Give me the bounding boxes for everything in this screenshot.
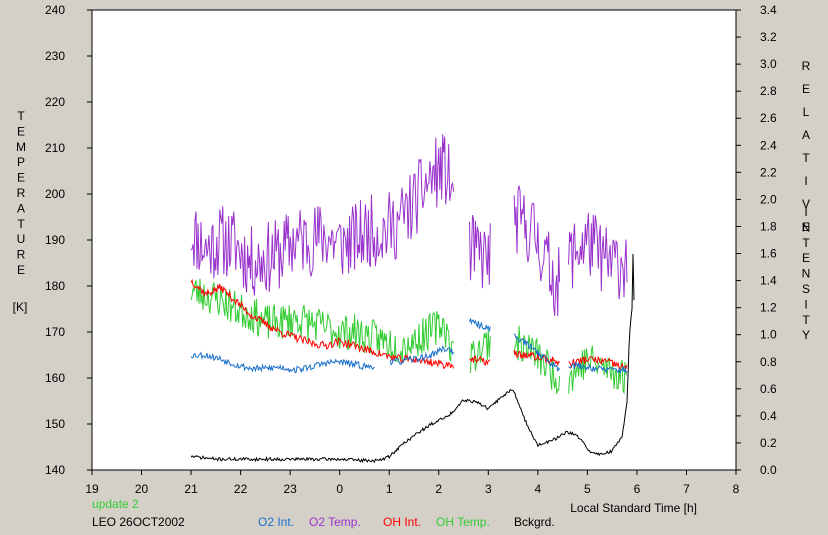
x-tick-label: 19 <box>85 482 99 496</box>
y-right-label-letter: T <box>802 313 810 327</box>
y-right-label-letter: R <box>802 59 811 73</box>
y-right-tick-label: 0.8 <box>760 355 777 369</box>
y-right-label-letter: S <box>802 282 810 296</box>
y-right-tick-label: 2.8 <box>760 84 777 98</box>
series-line-o2-int <box>190 318 628 374</box>
y-left-tick-label: 180 <box>45 279 65 293</box>
x-tick-label: 8 <box>733 482 740 496</box>
y-left-tick-label: 220 <box>45 95 65 109</box>
y-right-tick-label: 3.2 <box>760 30 777 44</box>
series-line-oh-int <box>190 278 628 370</box>
y-right-label-letter: T <box>802 151 810 165</box>
y-right-label-letter: T <box>802 236 810 250</box>
y-right-tick-label: 1.8 <box>760 219 777 233</box>
x-tick-label: 23 <box>283 482 297 496</box>
y-right-label-letter: I <box>804 205 807 219</box>
y-left-tick-label: 230 <box>45 49 65 63</box>
x-tick-label: 20 <box>135 482 149 496</box>
series-line-o2-temp <box>190 134 628 317</box>
y-right-tick-label: 3.0 <box>760 57 777 71</box>
y-right-tick-label: 1.4 <box>760 274 777 288</box>
x-tick-label: 4 <box>535 482 542 496</box>
y-left-label-letter: U <box>17 232 26 246</box>
x-axis-label: Local Standard Time [h] <box>570 501 697 515</box>
y-right-tick-label: 1.2 <box>760 301 777 315</box>
y-right-tick-label: 0.4 <box>760 409 777 423</box>
y-left-label-letter: R <box>17 248 26 262</box>
y-right-tick-label: 2.6 <box>760 111 777 125</box>
y-right-label-letter: V <box>802 197 810 211</box>
x-tick-label: 1 <box>386 482 393 496</box>
y-right-label-letter: N <box>802 267 811 281</box>
x-tick-label: 7 <box>683 482 690 496</box>
x-tick-label: 3 <box>485 482 492 496</box>
y-right-tick-label: 0.2 <box>760 436 777 450</box>
x-tick-label: 2 <box>435 482 442 496</box>
y-right-label-letter: E <box>802 251 810 265</box>
y-right-tick-label: 1.6 <box>760 247 777 261</box>
series-line-oh-temp <box>190 278 628 395</box>
y-left-label-letter: P <box>17 155 25 169</box>
x-tick-label: 22 <box>234 482 248 496</box>
y-left-label-letter: A <box>17 201 25 215</box>
y-left-label-letter: T <box>17 109 25 123</box>
left-axis-unit: [K] <box>13 300 28 314</box>
y-right-tick-label: 0.0 <box>760 463 777 477</box>
y-right-tick-label: 1.0 <box>760 328 777 342</box>
y-right-tick-label: 2.2 <box>760 165 777 179</box>
y-left-tick-label: 240 <box>45 3 65 17</box>
y-left-tick-label: 150 <box>45 417 65 431</box>
y-right-label-letter: N <box>802 220 811 234</box>
y-right-label-letter: L <box>803 105 810 119</box>
y-left-tick-label: 210 <box>45 141 65 155</box>
y-right-label-letter: E <box>802 82 810 96</box>
y-right-label-letter: I <box>804 297 807 311</box>
x-tick-label: 6 <box>634 482 641 496</box>
y-right-tick-label: 2.4 <box>760 138 777 152</box>
y-left-tick-label: 140 <box>45 463 65 477</box>
y-right-label-letter: I <box>804 174 807 188</box>
y-left-label-letter: E <box>17 171 25 185</box>
x-tick-label: 0 <box>336 482 343 496</box>
y-left-label-letter: R <box>17 186 26 200</box>
y-right-tick-label: 3.4 <box>760 3 777 17</box>
y-left-label-letter: T <box>17 217 25 231</box>
axis-layer: 19 20 21 22 23 0 1 2 3 4 5 6 7 8140150160170180190200… <box>45 3 777 496</box>
y-right-tick-label: 2.0 <box>760 192 777 206</box>
y-left-tick-label: 170 <box>45 325 65 339</box>
x-tick-label: 21 <box>184 482 198 496</box>
y-left-tick-label: 200 <box>45 187 65 201</box>
y-right-label-letter: A <box>802 128 810 142</box>
plot-area <box>91 9 737 471</box>
y-left-tick-label: 160 <box>45 371 65 385</box>
series-layer <box>190 134 635 464</box>
series-line-bckgrd <box>190 253 635 464</box>
x-tick-label: 5 <box>584 482 591 496</box>
y-right-label-letter: Y <box>802 328 810 342</box>
y-right-label-letter: E <box>802 220 810 234</box>
y-right-tick-label: 0.6 <box>760 382 777 396</box>
y-left-label-letter: E <box>17 124 25 138</box>
y-left-label-letter: E <box>17 263 25 277</box>
y-left-tick-label: 190 <box>45 233 65 247</box>
y-left-label-letter: M <box>16 140 26 154</box>
